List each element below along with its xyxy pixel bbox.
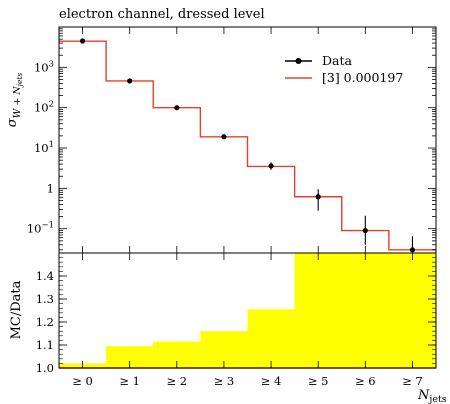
main-ytick-label-0: 10−1 [27,221,54,236]
main-ylabel: σW + Njets [5,73,24,128]
main-ytick-label-base-1: 1 [47,181,54,195]
data-point-2 [174,105,180,111]
main-ylabel-subscript: W + N [12,86,23,119]
x-category-label-2: ≥ 2 [167,374,188,388]
x-category-label-0: ≥ 0 [72,374,93,388]
legend: Data [3] 0.000197 [285,53,403,85]
main-ytick-label-base-2: 10 [34,141,49,155]
main-ytick-label-2: 101 [34,140,54,155]
ratio-frame [58,252,437,369]
ratio-ylabel: MC/Data [9,280,24,339]
ratio-panel: 1.0 1.1 1.2 1.3 1.4 ≥ 0 ≥ 1 ≥ 2 ≥ 3 ≥ 4 ≥ 5 ≥ 6 ≥ 7 [36,252,437,388]
main-ytick-label-base-3: 10 [34,101,49,115]
ratio-ytick-label-3: 1.3 [36,292,54,306]
legend-data-marker [295,58,302,64]
ratio-ytick-label-4: 1.4 [36,269,54,283]
chart-title: electron channel, dressed level [59,7,265,22]
ratio-ytick-label-0: 1.0 [36,361,54,375]
x-category-label-5: ≥ 5 [308,374,329,388]
x-category-label-6: ≥ 6 [355,374,376,388]
data-point-3 [221,134,227,140]
ratio-ytick-label-2: 1.2 [36,315,54,329]
x-axis-label-subscript: jets [428,394,446,404]
ratio-ytick-label-1: 1.1 [36,338,54,352]
data-point-4 [268,163,274,169]
main-ytick-label-1: 1 [47,181,54,195]
data-point-6 [362,227,368,234]
data-point-0 [79,38,86,44]
main-ytick-label-exp-4: 3 [49,59,54,69]
main-ylabel-subsubscript: jets [15,73,24,89]
ratio-band-1 [106,346,154,368]
ratio-band-4 [247,309,295,368]
main-ytick-label-4: 103 [34,59,54,74]
main-ytick-label-base-0: 10 [27,222,42,236]
x-category-label-3: ≥ 3 [214,374,235,388]
legend-mc-label: [3] 0.000197 [322,70,403,85]
ratio-band-7 [388,253,437,368]
x-axis-label-main: N [417,388,430,403]
x-category-label-4: ≥ 4 [261,374,282,388]
ratio-band-6 [341,253,390,368]
ratio-band-5 [294,253,343,368]
x-category-label-1: ≥ 1 [119,374,140,388]
legend-data-label: Data [322,53,352,68]
main-ytick-label-exp-3: 2 [49,100,54,110]
main-ylabel-symbol: σ [5,117,20,127]
data-point-1 [127,78,133,84]
main-ytick-label-base-4: 10 [34,60,49,74]
x-axis-label: Njets [417,388,447,404]
main-ytick-label-exp-2: 1 [49,140,54,150]
data-point-5 [315,194,321,200]
main-ytick-label-exp-0: −1 [41,221,54,231]
x-category-label-7: ≥ 7 [402,374,423,388]
main-ytick-label-3: 102 [34,100,54,115]
